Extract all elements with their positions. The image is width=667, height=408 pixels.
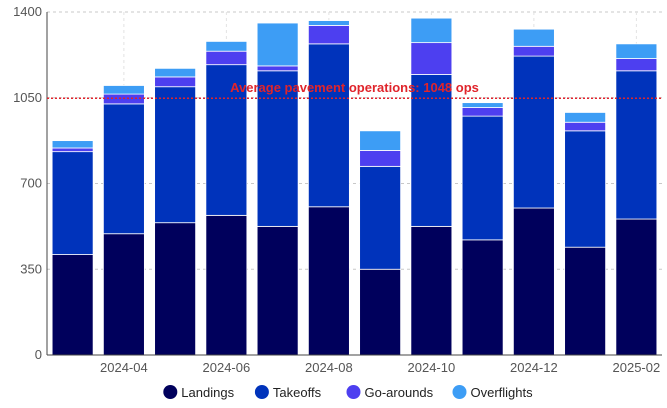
x-tick-label: 2024-04 [100,360,148,375]
bar-landings-2024-03 [51,254,94,356]
axes: 0 350 700 1050 1400 2024-04 2024-06 2024-08 2024… [13,4,662,375]
legend-label: Takeoffs [273,385,322,400]
bar-landings-2024-07 [256,225,299,356]
y-tick-label: 1050 [13,90,42,105]
bar-go-arounds-2024-06 [205,50,248,66]
bar-overflights-2025-02 [615,43,658,59]
bar-takeoffs-2024-06 [205,64,248,216]
reference-line-label: Average pavement operations: 1048 ops [230,80,479,95]
x-tick-label: 2024-12 [510,360,558,375]
bar-landings-2024-12 [512,207,555,356]
bar-overflights-2024-03 [51,140,94,149]
bars [51,17,658,356]
bar-go-arounds-2024-11 [461,107,504,117]
y-tick-label: 350 [20,261,42,276]
bar-landings-2024-10 [410,225,453,356]
bar-takeoffs-2024-05 [154,86,197,224]
legend: Landings Takeoffs Go-arounds Overflights [163,385,533,400]
bar-takeoffs-2024-08 [307,43,350,208]
bar-takeoffs-2024-09 [359,165,402,270]
y-tick-label: 0 [35,347,42,362]
bar-overflights-2024-07 [256,22,299,67]
bar-overflights-2024-10 [410,17,453,44]
y-tick-label: 700 [20,176,42,191]
bar-landings-2024-05 [154,222,197,356]
bar-landings-2024-06 [205,214,248,356]
x-tick-label: 2025-02 [613,360,661,375]
legend-label: Landings [181,385,234,400]
bar-go-arounds-2024-08 [307,25,350,45]
bar-landings-2024-11 [461,239,504,356]
bar-landings-2024-09 [359,268,402,356]
bar-landings-2025-01 [564,246,607,356]
bar-overflights-2024-11 [461,102,504,108]
bar-go-arounds-2024-12 [512,45,555,57]
bar-landings-2025-02 [615,218,658,356]
bar-overflights-2024-04 [102,85,145,95]
bar-overflights-2024-12 [512,28,555,47]
bar-takeoffs-2025-01 [564,130,607,248]
bar-takeoffs-2024-11 [461,115,504,241]
x-tick-label: 2024-08 [305,360,353,375]
bar-go-arounds-2024-03 [51,147,94,153]
legend-marker [254,385,269,399]
bar-overflights-2025-01 [564,112,607,123]
bar-overflights-2024-05 [154,67,197,78]
bar-go-arounds-2025-01 [564,121,607,132]
reference-line-group: Average pavement operations: 1048 ops [47,80,662,99]
bar-takeoffs-2024-03 [51,151,94,255]
bar-takeoffs-2024-04 [102,103,145,235]
legend-marker [346,385,361,399]
bar-go-arounds-2024-05 [154,76,197,88]
bar-landings-2024-08 [307,206,350,356]
bar-landings-2024-04 [102,233,145,356]
legend-label: Overflights [471,385,534,400]
bar-go-arounds-2024-09 [359,150,402,167]
x-tick-label: 2024-10 [408,360,456,375]
y-tick-label: 1400 [13,4,42,19]
x-tick-label: 2024-06 [203,360,251,375]
bar-takeoffs-2025-02 [615,70,658,220]
bar-go-arounds-2025-02 [615,58,658,72]
grid-lines [47,11,662,355]
bar-overflights-2024-09 [359,130,402,151]
legend-label: Go-arounds [365,385,434,400]
bar-overflights-2024-06 [205,41,248,52]
bar-go-arounds-2024-10 [410,42,453,75]
legend-marker [452,385,467,399]
bar-takeoffs-2024-10 [410,74,453,227]
bar-overflights-2024-08 [307,20,350,26]
legend-marker [163,385,178,399]
bar-takeoffs-2024-12 [512,55,555,209]
bar-go-arounds-2024-07 [256,65,299,72]
